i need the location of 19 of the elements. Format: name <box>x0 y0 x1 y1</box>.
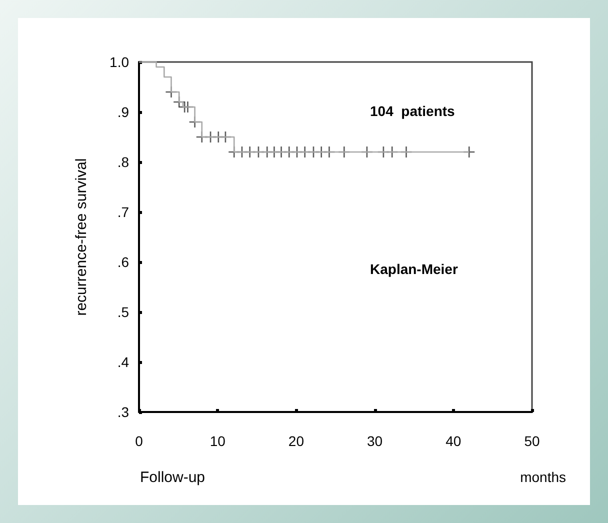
x-tick-label: 30 <box>367 433 383 449</box>
y-tick-label: .4 <box>117 354 130 370</box>
text: months <box>520 469 566 485</box>
y-tick-label: .8 <box>117 154 130 170</box>
x-tick-label: 40 <box>446 433 462 449</box>
y-tick-label: 1.0 <box>110 54 130 70</box>
y-tick-label: .7 <box>117 204 130 220</box>
y-tick-label: .9 <box>117 104 130 120</box>
y-tick-label: .6 <box>117 254 130 270</box>
y-tick-label: .5 <box>117 304 130 320</box>
y-tick-label: .3 <box>117 404 130 420</box>
annotation: 104 patients <box>370 103 456 119</box>
x-axis-title: Follow-up <box>140 469 206 486</box>
x-tick-label: 20 <box>288 433 304 449</box>
x-tick-label: 50 <box>524 433 540 449</box>
x-tick-label: 0 <box>135 433 144 449</box>
annotation: Kaplan-Meier <box>370 261 458 277</box>
y-axis-title: recurrence-free survival <box>73 158 90 316</box>
x-tick-label: 10 <box>210 433 226 449</box>
